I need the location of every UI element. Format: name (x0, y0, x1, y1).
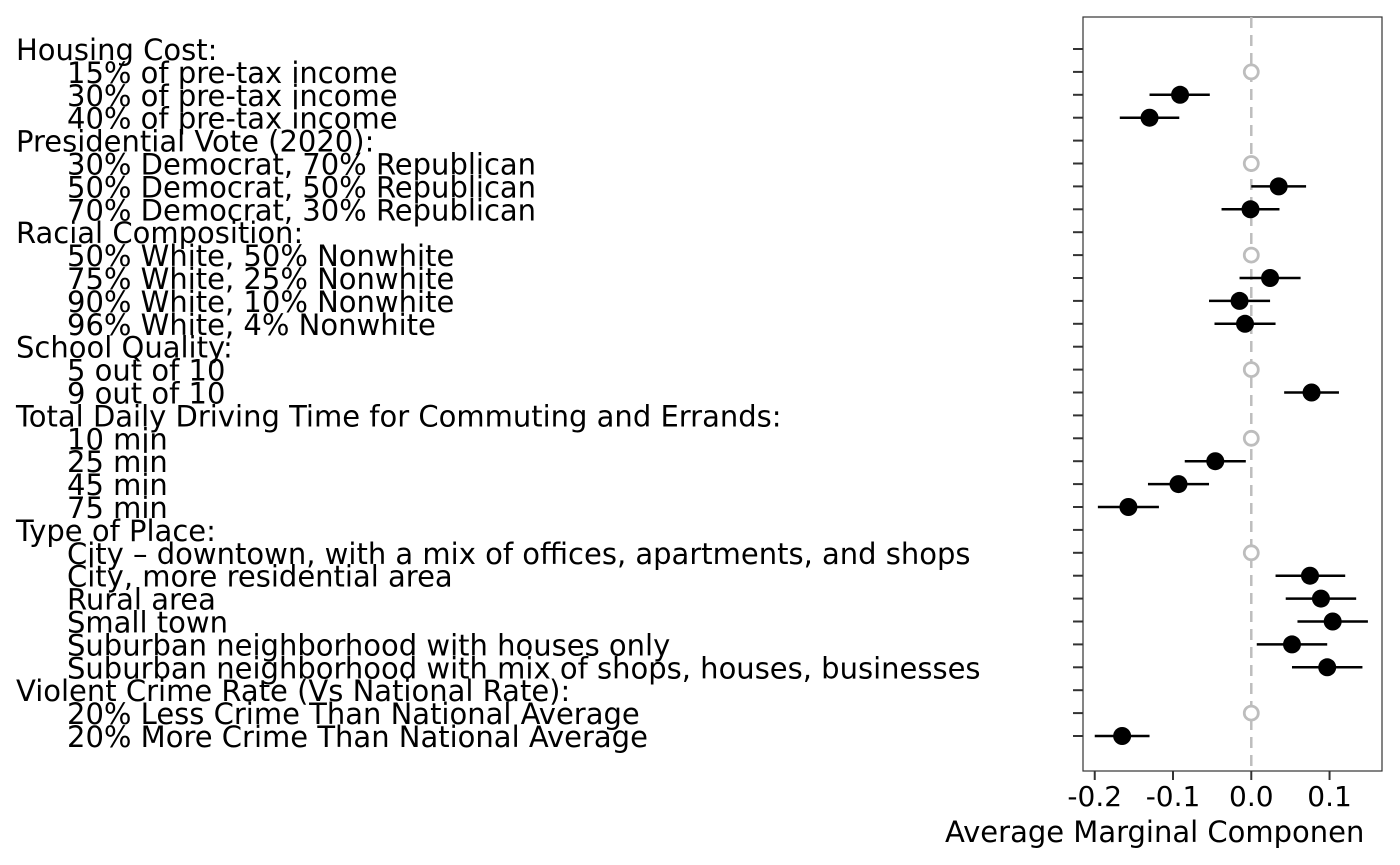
plot-panel (1082, 16, 1383, 772)
group-header-label: School Quality: (16, 331, 233, 365)
y-axis-ticks (1073, 48, 1083, 737)
baseline-point (1242, 544, 1260, 562)
group-header-label: Type of Place: (15, 514, 216, 548)
level-label: Small town (67, 606, 228, 640)
baseline-point (1242, 246, 1260, 264)
level-label: 50% White, 50% Nonwhite (67, 239, 454, 273)
estimate-point (1323, 612, 1342, 631)
estimate-point (1230, 291, 1249, 310)
x-tick-label: -0.2 (1067, 780, 1122, 813)
estimate-point (1119, 498, 1138, 516)
group-header-label: Racial Composition: (16, 216, 303, 250)
estimate-point (1241, 200, 1260, 219)
group-header-label: Violent Crime Rate (Vs National Rate): (16, 674, 570, 708)
level-label: 9 out of 10 (67, 377, 225, 411)
baseline-point (1242, 361, 1260, 379)
group-header-label: Housing Cost: (16, 33, 217, 67)
level-label: 96% White, 4% Nonwhite (67, 308, 436, 342)
x-axis-title: Average Marginal Componen (945, 815, 1364, 849)
estimate-point (1206, 452, 1225, 471)
level-label: 5 out of 10 (67, 354, 225, 388)
estimate-point (1171, 85, 1190, 104)
level-label: City – downtown, with a mix of offices, … (67, 537, 971, 571)
estimate-point (1261, 269, 1280, 287)
level-label: 40% of pre-tax income (67, 102, 398, 136)
estimate-point (1113, 727, 1132, 745)
level-label: 70% Democrat, 30% Republican (67, 193, 536, 227)
level-label: 50% Democrat, 50% Republican (67, 170, 536, 204)
group-header-label: Total Daily Driving Time for Commuting a… (15, 399, 782, 433)
estimate-point (1300, 566, 1319, 585)
estimate-point (1236, 314, 1255, 333)
level-label: 45 min (67, 468, 168, 502)
level-label: 30% of pre-tax income (67, 79, 398, 113)
estimate-marks (1094, 63, 1368, 745)
level-label: 20% More Crime Than National Average (67, 720, 648, 754)
level-label: Suburban neighborhood with mix of shops,… (67, 651, 981, 685)
level-label: 90% White, 10% Nonwhite (67, 285, 454, 319)
estimate-point (1318, 658, 1337, 677)
baseline-point (1242, 704, 1260, 722)
level-label: 75% White, 25% Nonwhite (67, 262, 454, 296)
baseline-point (1242, 155, 1260, 172)
x-axis: -0.2 -0.1 0.0 0.1 (1067, 771, 1352, 813)
level-label: Rural area (67, 583, 216, 617)
baseline-point (1242, 429, 1260, 447)
x-tick-label: 0.1 (1307, 780, 1352, 813)
level-label: City, more residential area (67, 560, 453, 594)
level-label: 75 min (67, 491, 168, 525)
level-label: 15% of pre-tax income (67, 56, 398, 90)
level-label: 20% Less Crime Than National Average (67, 697, 640, 731)
x-tick-label: 0.0 (1229, 780, 1274, 813)
baseline-point (1242, 63, 1260, 81)
estimate-point (1302, 383, 1321, 402)
group-header-label: Presidential Vote (2020): (16, 125, 374, 159)
x-tick-label: -0.1 (1146, 780, 1201, 813)
estimate-point (1140, 108, 1159, 127)
level-label: Suburban neighborhood with houses only (67, 628, 670, 662)
level-label: 25 min (67, 445, 168, 479)
level-label: 30% Democrat, 70% Republican (67, 148, 536, 182)
estimate-point (1282, 635, 1301, 654)
level-label: 10 min (67, 422, 168, 456)
estimate-point (1169, 475, 1188, 494)
estimate-point (1269, 177, 1288, 196)
estimate-point (1311, 589, 1330, 608)
